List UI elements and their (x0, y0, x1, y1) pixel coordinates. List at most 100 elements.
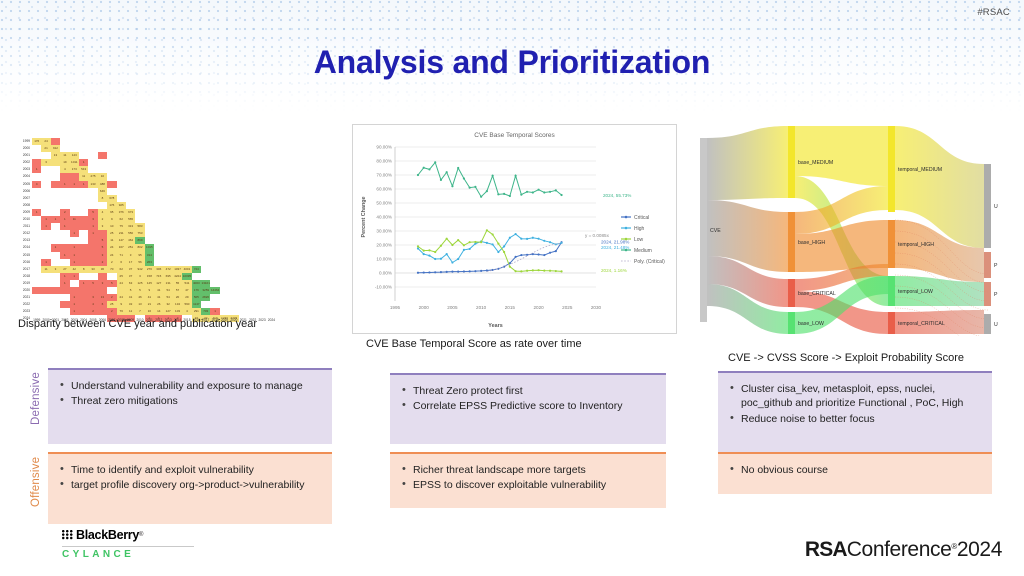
heatmap-cell (50, 286, 61, 295)
heatmap-cell (60, 286, 70, 295)
heatmap-cell (41, 301, 50, 308)
bullet-item: Threat Zero protect first (398, 383, 656, 399)
heatmap-cell: 1 (50, 216, 61, 224)
sankey-node-u (984, 164, 991, 248)
heatmap-row: 176 925 (32, 201, 239, 209)
heatmap-cell (97, 152, 108, 160)
heatmap-cell: 2 (88, 308, 98, 316)
heatmap-cell (97, 286, 108, 295)
series-point (422, 271, 425, 274)
heatmap-cell (78, 308, 89, 316)
sankey-node-label: U (994, 322, 998, 328)
series-point (508, 265, 511, 268)
heatmap-y-tick: 1999 (22, 139, 30, 143)
heatmap-cell: 13 (97, 294, 108, 302)
heatmap-cell (51, 223, 60, 230)
series-point (514, 232, 517, 236)
y-axis-tick: 70.00% (376, 173, 392, 178)
heatmap-cell (78, 286, 89, 295)
heatmap-cell: 10 (97, 173, 108, 181)
logo-divider (62, 546, 194, 547)
heatmap-y-tick: 2007 (22, 195, 30, 200)
data-label: 2024, 21.98% (601, 240, 629, 245)
heatmap-cell (32, 273, 41, 280)
sankey-node-temporal_high (888, 220, 895, 268)
heatmap-cell (41, 166, 50, 173)
heatmap-cell (69, 286, 79, 295)
heatmap-x-tick: 2015 (183, 318, 191, 322)
sankey-link-thin (894, 230, 989, 284)
heatmap-cell (116, 286, 126, 295)
data-label: y = 0.0085x (585, 233, 610, 238)
heatmap-cell: 1 (60, 272, 70, 280)
heatmap-cell (79, 188, 88, 195)
heatmap-cell: 5 (97, 244, 108, 252)
heatmap-y-tick: 2020 (22, 287, 30, 292)
heatmap-cell: 103 (172, 308, 183, 316)
heatmap-y-tick: 2008 (22, 202, 30, 207)
heatmap-cell: 131 (163, 279, 173, 287)
heatmap-cell: 32 (163, 301, 173, 309)
heatmap-cell: 472 (163, 265, 173, 273)
bullet-item: Understand vulnerability and exposure to… (56, 378, 322, 394)
heatmap-cell: 10 (107, 223, 117, 231)
heatmap-cell: 143 (69, 152, 79, 160)
series-point (416, 245, 420, 248)
sankey-link (707, 126, 788, 200)
series-point (520, 270, 523, 273)
heatmap-cell: 4 (182, 308, 192, 316)
heatmap-cell: 1 (60, 180, 70, 188)
series-point (445, 270, 448, 273)
bullet-item: Time to identify and exploit vulnerabili… (56, 462, 322, 478)
sankey-link (795, 264, 888, 291)
heatmap-cell: 1 (78, 279, 89, 287)
series-point (548, 190, 552, 193)
series-point (520, 193, 523, 196)
heatmap-cell (41, 181, 50, 188)
y-axis-tick: 20.00% (376, 243, 392, 248)
heatmap-row: 1 1 25 211 556 753 (32, 230, 239, 238)
heatmap-cell (32, 202, 41, 209)
heatmap-cell (79, 202, 88, 209)
heatmap-cell: 556 (125, 230, 136, 238)
series-point (422, 166, 425, 169)
heatmap-y-tick: 2005 (22, 181, 30, 186)
data-label: 2024, 1.16% (601, 268, 627, 273)
heatmap-cell: 8 (78, 265, 89, 273)
heatmap-cell: 543 (78, 166, 89, 174)
heatmap-y-tick: 2010 (22, 217, 30, 222)
heatmap-cell (88, 188, 97, 195)
series-point (428, 168, 431, 171)
heatmap-cell: 167 (116, 244, 126, 252)
heatmap-cell: 47 (182, 286, 192, 295)
heatmap-cell (41, 286, 51, 295)
heatmap-row: 646 (32, 187, 239, 195)
heatmap-cell (69, 223, 79, 231)
heatmap-cell (32, 286, 42, 295)
sankey-node-cve (700, 138, 707, 322)
heatmap-cell: 95 (107, 208, 117, 217)
heatmap-cell (70, 209, 79, 216)
data-label: 2024, 21.48% (601, 245, 629, 250)
legend-label: Critical (634, 215, 649, 221)
heatmap-cell: 11 (69, 216, 79, 224)
heatmap-cell (41, 195, 50, 202)
series-point (525, 253, 529, 256)
blackberry-wordmark: BlackBerry® (62, 526, 212, 544)
bullet-item: target profile discovery org->product->v… (56, 477, 322, 493)
heatmap-row: 11 275 10 (32, 173, 239, 181)
box-middle-defensive: Threat Zero protect firstCorrelate EPSS … (390, 373, 666, 444)
heatmap-x-tick: 2005 (89, 318, 97, 322)
heatmap-cell (78, 216, 89, 224)
heatmap-cell: 505 (191, 294, 202, 302)
heatmap-cell: 376 (116, 208, 126, 217)
heatmap-cell: 2 (107, 294, 117, 302)
sankey-node-temporal_medium (888, 126, 895, 212)
series-point (480, 241, 483, 244)
sankey-node-p2 (984, 282, 991, 306)
heatmap-cell (51, 308, 60, 315)
heatmap-cell: 9 (144, 286, 155, 295)
heatmap-cell: 211 (116, 230, 126, 238)
heatmap-cell: 2 (97, 258, 108, 266)
heatmap-x-tick: 2022 (249, 318, 257, 322)
